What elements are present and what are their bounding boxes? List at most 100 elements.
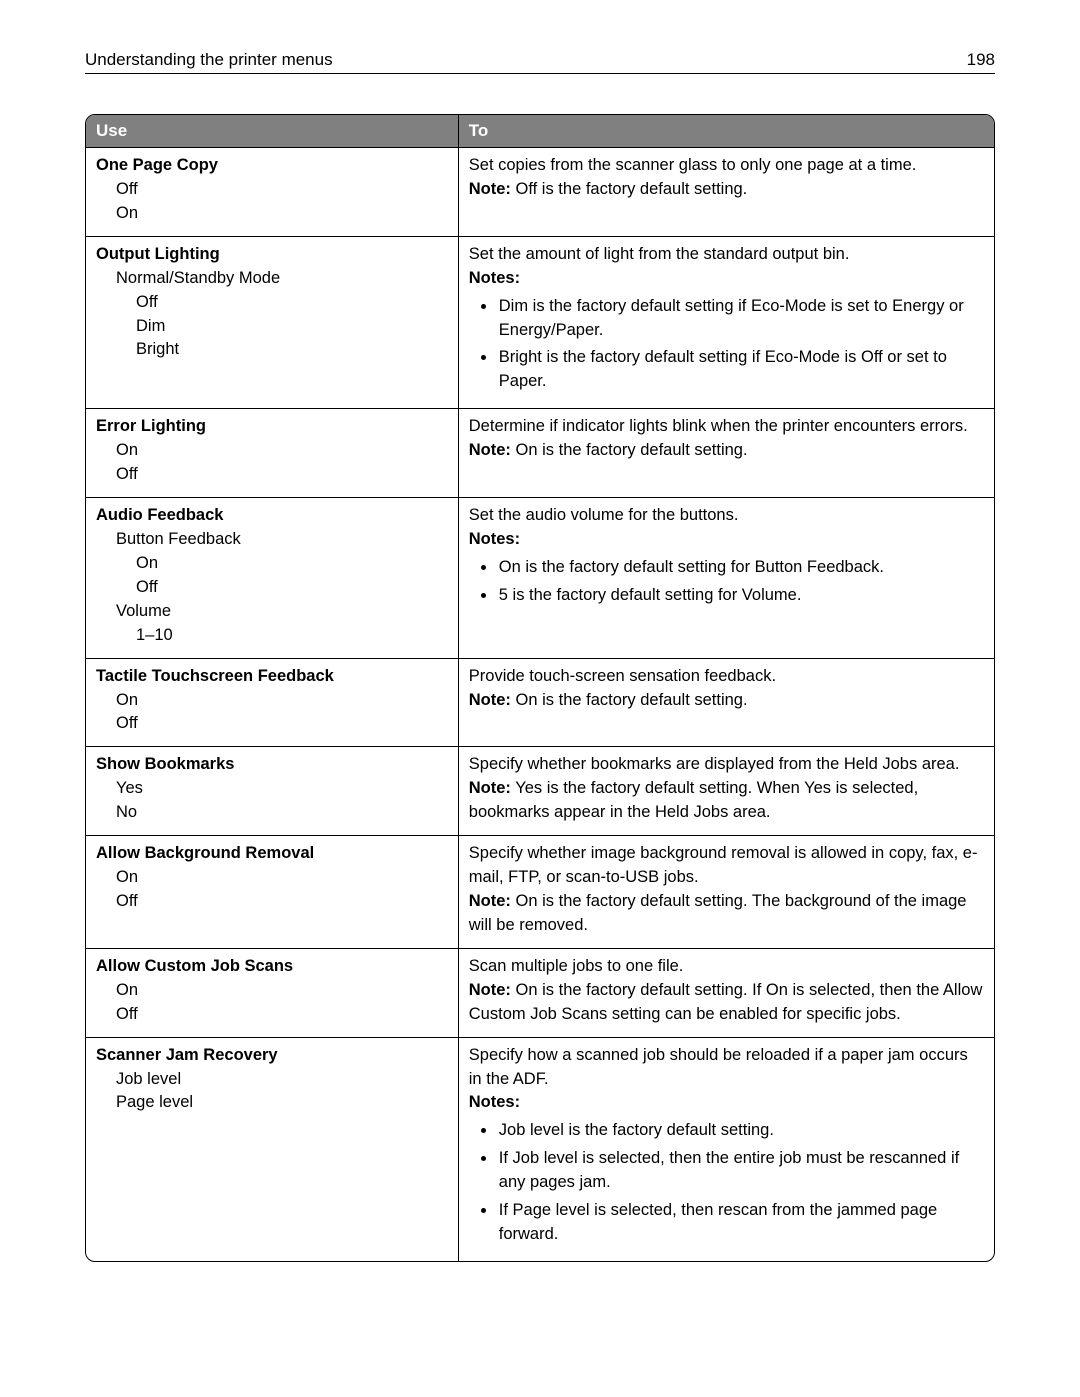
description-text: Specify whether image background removal… [469,842,984,890]
setting-title: Tactile Touchscreen Feedback [96,665,448,689]
header-page-number: 198 [967,50,995,70]
to-cell: Set the audio volume for the buttons.Not… [458,498,994,659]
notes-list-item: Job level is the factory default setting… [497,1119,984,1143]
to-cell: Set copies from the scanner glass to onl… [458,148,994,237]
setting-option: On [96,439,448,463]
use-cell: Tactile Touchscreen FeedbackOnOff [86,658,458,747]
use-cell: One Page CopyOffOn [86,148,458,237]
notes-label: Notes: [469,267,984,291]
setting-option: Off [96,890,448,914]
to-cell: Provide touch-screen sensation feedback.… [458,658,994,747]
menu-table: Use To One Page CopyOffOnSet copies from… [86,115,994,1261]
notes-list-item: Bright is the factory default setting if… [497,346,984,394]
setting-title: Audio Feedback [96,504,448,528]
use-cell: Audio FeedbackButton FeedbackOnOffVolume… [86,498,458,659]
setting-option: Normal/Standby Mode [96,267,448,291]
description-text: Set the audio volume for the buttons. [469,504,984,528]
note-label: Note: [469,691,511,709]
table-row: One Page CopyOffOn Set copies from the sc… [86,148,994,237]
note-label: Note: [469,981,511,999]
table-row: Scanner Jam RecoveryJob levelPage levelS… [86,1037,994,1261]
setting-title: Allow Custom Job Scans [96,955,448,979]
note-label: Note: [469,441,511,459]
to-cell: Specify whether bookmarks are displayed … [458,747,994,836]
table-row: Error LightingOnOff Determine if indicato… [86,409,994,498]
setting-title: Allow Background Removal [96,842,448,866]
setting-option: Yes [96,777,448,801]
table-row: Show BookmarksYesNo Specify whether bookm… [86,747,994,836]
page: Understanding the printer menus 198 Use … [0,0,1080,1322]
setting-option: 1–10 [96,624,448,648]
table-row: Allow Background RemovalOnOffSpecify whe… [86,836,994,949]
to-cell: Set the amount of light from the standar… [458,236,994,409]
setting-option: Dim [96,315,448,339]
description-text: Set the amount of light from the standar… [469,243,984,267]
setting-option: Off [96,576,448,600]
note-line: Note: On is the factory default setting.… [469,979,984,1027]
note-label: Note: [469,779,511,797]
notes-list-item: Dim is the factory default setting if Ec… [497,295,984,343]
page-header: Understanding the printer menus 198 [85,50,995,74]
description-text: Specify whether bookmarks are displayed … [469,753,984,777]
setting-title: One Page Copy [96,154,448,178]
notes-list: On is the factory default setting for Bu… [469,556,984,608]
use-cell: Allow Custom Job ScansOnOff [86,948,458,1037]
setting-option: On [96,689,448,713]
setting-option: Off [96,178,448,202]
setting-option: Off [96,463,448,487]
setting-option: Button Feedback [96,528,448,552]
to-cell: Scan multiple jobs to one file.Note: On … [458,948,994,1037]
use-cell: Show BookmarksYesNo [86,747,458,836]
setting-option: Off [96,291,448,315]
setting-title: Scanner Jam Recovery [96,1044,448,1068]
setting-option: No [96,801,448,825]
use-cell: Error LightingOnOff [86,409,458,498]
header-title: Understanding the printer menus [85,50,333,70]
setting-option: Off [96,712,448,736]
description-text: Provide touch-screen sensation feedback. [469,665,984,689]
setting-option: Job level [96,1068,448,1092]
notes-list-item: 5 is the factory default setting for Vol… [497,584,984,608]
menu-table-wrap: Use To One Page CopyOffOnSet copies from… [85,114,995,1262]
setting-title: Error Lighting [96,415,448,439]
to-cell: Determine if indicator lights blink when… [458,409,994,498]
notes-label: Notes: [469,1091,984,1115]
setting-option: On [96,202,448,226]
setting-option: On [96,979,448,1003]
notes-list: Job level is the factory default setting… [469,1119,984,1247]
use-cell: Scanner Jam RecoveryJob levelPage level [86,1037,458,1261]
description-text: Scan multiple jobs to one file. [469,955,984,979]
notes-list-item: If Job level is selected, then the entir… [497,1147,984,1195]
notes-list-item: On is the factory default setting for Bu… [497,556,984,580]
table-row: Output LightingNormal/Standby ModeOffDim… [86,236,994,409]
note-label: Note: [469,892,511,910]
setting-option: On [96,552,448,576]
setting-option: Off [96,1003,448,1027]
setting-title: Output Lighting [96,243,448,267]
setting-option: On [96,866,448,890]
use-cell: Allow Background RemovalOnOff [86,836,458,949]
note-line: Note: Off is the factory default setting… [469,178,984,202]
table-row: Audio FeedbackButton FeedbackOnOffVolume… [86,498,994,659]
column-header-use: Use [86,115,458,148]
note-line: Note: On is the factory default setting. [469,689,984,713]
note-line: Note: On is the factory default setting. [469,439,984,463]
note-label: Note: [469,180,511,198]
note-line: Note: On is the factory default setting.… [469,890,984,938]
note-line: Note: Yes is the factory default setting… [469,777,984,825]
description-text: Specify how a scanned job should be relo… [469,1044,984,1092]
column-header-to: To [458,115,994,148]
setting-option: Bright [96,338,448,362]
setting-title: Show Bookmarks [96,753,448,777]
setting-option: Page level [96,1091,448,1115]
table-row: Tactile Touchscreen FeedbackOnOffProvide… [86,658,994,747]
setting-option: Volume [96,600,448,624]
notes-list-item: If Page level is selected, then rescan f… [497,1199,984,1247]
description-text: Determine if indicator lights blink when… [469,415,984,439]
description-text: Set copies from the scanner glass to onl… [469,154,984,178]
notes-label: Notes: [469,528,984,552]
table-row: Allow Custom Job ScansOnOffScan multiple… [86,948,994,1037]
use-cell: Output LightingNormal/Standby ModeOffDim… [86,236,458,409]
to-cell: Specify how a scanned job should be relo… [458,1037,994,1261]
to-cell: Specify whether image background removal… [458,836,994,949]
